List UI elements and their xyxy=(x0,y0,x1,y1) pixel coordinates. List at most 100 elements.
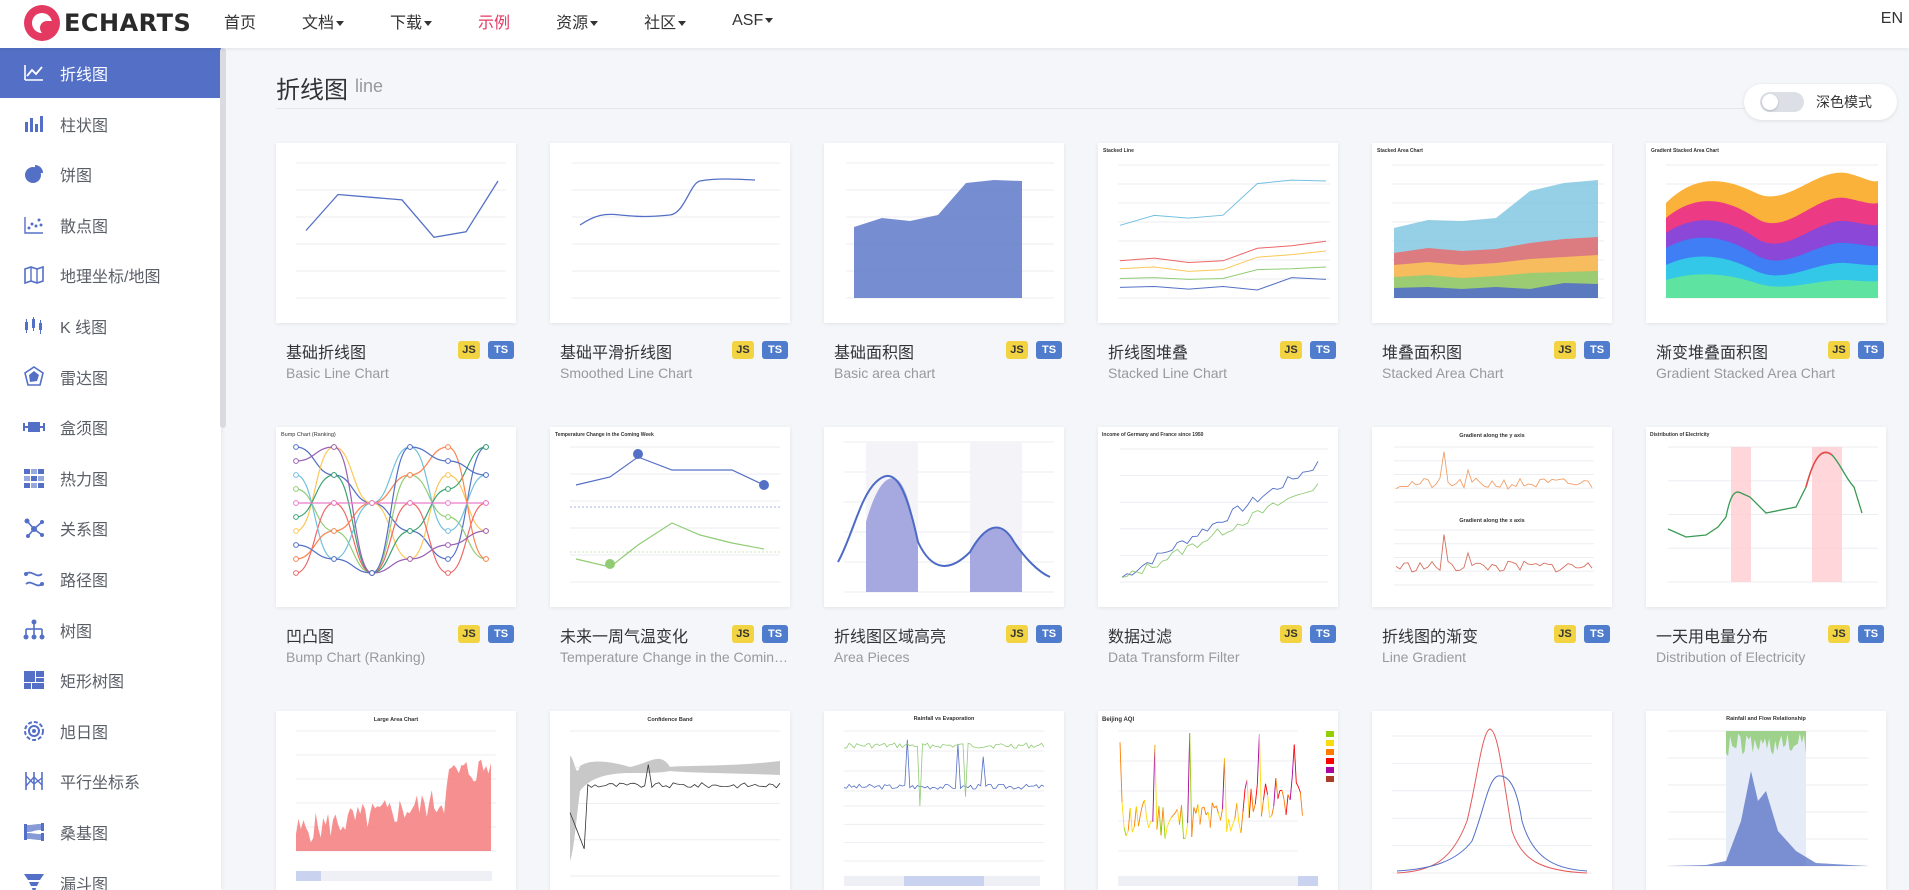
example-card-bump[interactable]: Bump Chart (Ranking) 凹凸图 JS TS Bump Chart (R… xyxy=(276,427,516,665)
card-title[interactable]: 凹凸图 xyxy=(286,629,335,646)
js-badge[interactable]: JS xyxy=(458,625,480,643)
example-thumbnail[interactable]: Gradient Stacked Area Chart xyxy=(1646,143,1886,323)
sidebar-item-candlestick[interactable]: K 线图 xyxy=(0,301,221,351)
card-title[interactable]: 堆叠面积图 xyxy=(1382,345,1463,362)
ts-badge[interactable]: TS xyxy=(1858,625,1884,643)
sidebar-item-lines[interactable]: 路径图 xyxy=(0,554,221,604)
ts-badge[interactable]: TS xyxy=(1310,341,1336,359)
nav-item-0[interactable]: 首页 xyxy=(224,9,256,33)
ts-badge[interactable]: TS xyxy=(1310,625,1336,643)
card-title[interactable]: 折线图区域高亮 xyxy=(834,629,947,646)
toggle-switch[interactable] xyxy=(1760,92,1804,112)
example-thumbnail[interactable]: Bump Chart (Ranking) xyxy=(276,427,516,607)
example-card-stacked-area[interactable]: Stacked Area Chart 堆叠面积图 JS TS Stacked Area … xyxy=(1372,143,1612,381)
card-title[interactable]: 基础平滑折线图 xyxy=(560,345,673,362)
sidebar-item-pie-chart[interactable]: 饼图 xyxy=(0,149,221,199)
example-card-basic-area[interactable]: 基础面积图 JS TS Basic area chart xyxy=(824,143,1064,381)
example-card-gradient-stacked[interactable]: Gradient Stacked Area Chart 渐变堆叠面积图 JS TS Gr… xyxy=(1646,143,1886,381)
nav-item-2[interactable]: 下载 xyxy=(390,9,433,33)
example-card-rainfall-evaporation[interactable]: Rainfall vs Evaporation xyxy=(824,711,1064,890)
card-title[interactable]: 基础折线图 xyxy=(286,345,367,362)
echarts-logo[interactable]: ECHARTS xyxy=(24,3,191,43)
example-thumbnail[interactable] xyxy=(276,143,516,323)
sidebar-scrollbar[interactable] xyxy=(220,48,226,428)
example-card-confidence-band[interactable]: Confidence Band xyxy=(550,711,790,890)
nav-item-5[interactable]: 社区 xyxy=(644,9,687,33)
sidebar-item-treemap[interactable]: 矩形树图 xyxy=(0,655,221,705)
sidebar-item-radar-chart[interactable]: 雷达图 xyxy=(0,352,221,402)
example-thumbnail[interactable]: Confidence Band xyxy=(550,711,790,890)
ts-badge[interactable]: TS xyxy=(1584,341,1610,359)
js-badge[interactable]: JS xyxy=(1554,341,1576,359)
example-thumbnail[interactable]: Temperature Change in the Coming Week xyxy=(550,427,790,607)
example-thumbnail[interactable]: Stacked Line xyxy=(1098,143,1338,323)
example-card-rainfall-flow[interactable]: Rainfall and Flow Relationship xyxy=(1646,711,1886,890)
example-thumbnail[interactable] xyxy=(824,143,1064,323)
card-title[interactable]: 数据过滤 xyxy=(1108,629,1173,646)
example-thumbnail[interactable]: Stacked Area Chart xyxy=(1372,143,1612,323)
example-card-temperature[interactable]: Temperature Change in the Coming Week 未来一… xyxy=(550,427,790,665)
example-card-beijing-aqi[interactable]: Beijing AQI xyxy=(1098,711,1338,890)
js-badge[interactable]: JS xyxy=(732,341,754,359)
ts-badge[interactable]: TS xyxy=(1036,341,1062,359)
ts-badge[interactable]: TS xyxy=(762,625,788,643)
ts-badge[interactable]: TS xyxy=(488,341,514,359)
js-badge[interactable]: JS xyxy=(1280,625,1302,643)
js-badge[interactable]: JS xyxy=(1828,625,1850,643)
sidebar-item-tree[interactable]: 树图 xyxy=(0,605,221,655)
card-title[interactable]: 折线图堆叠 xyxy=(1108,345,1189,362)
language-switch[interactable]: EN xyxy=(1880,10,1903,27)
card-title[interactable]: 一天用电量分布 xyxy=(1656,629,1769,646)
example-thumbnail[interactable]: Large Area Chart xyxy=(276,711,516,890)
example-card-precipitation[interactable] xyxy=(1372,711,1612,890)
js-badge[interactable]: JS xyxy=(1554,625,1576,643)
example-card-electricity[interactable]: Distribution of Electricity 一天用电量分布 JS TS Di… xyxy=(1646,427,1886,665)
example-thumbnail[interactable]: Income of Germany and France since 1950 xyxy=(1098,427,1338,607)
js-badge[interactable]: JS xyxy=(1006,341,1028,359)
ts-badge[interactable]: TS xyxy=(762,341,788,359)
example-thumbnail[interactable]: Rainfall and Flow Relationship xyxy=(1646,711,1886,890)
ts-badge[interactable]: TS xyxy=(488,625,514,643)
card-title[interactable]: 未来一周气温变化 xyxy=(560,629,689,646)
sidebar-item-funnel[interactable]: 漏斗图 xyxy=(0,858,221,890)
js-badge[interactable]: JS xyxy=(732,625,754,643)
sidebar-item-map[interactable]: 地理坐标/地图 xyxy=(0,250,221,300)
example-thumbnail[interactable]: Distribution of Electricity xyxy=(1646,427,1886,607)
sidebar-item-parallel[interactable]: 平行坐标系 xyxy=(0,756,221,806)
example-card-data-filter[interactable]: Income of Germany and France since 1950 数… xyxy=(1098,427,1338,665)
ts-badge[interactable]: TS xyxy=(1858,341,1884,359)
example-thumbnail[interactable]: Beijing AQI xyxy=(1098,711,1338,890)
card-title[interactable]: 折线图的渐变 xyxy=(1382,629,1479,646)
dark-mode-toggle[interactable]: 深色模式 xyxy=(1744,84,1897,120)
sidebar-item-sankey[interactable]: 桑基图 xyxy=(0,807,221,857)
example-card-smooth-line[interactable]: 基础平滑折线图 JS TS Smoothed Line Chart xyxy=(550,143,790,381)
sidebar-item-scatter-chart[interactable]: 散点图 xyxy=(0,200,221,250)
card-title[interactable]: 基础面积图 xyxy=(834,345,915,362)
ts-badge[interactable]: TS xyxy=(1584,625,1610,643)
sidebar-item-line-chart[interactable]: 折线图 xyxy=(0,48,221,98)
example-card-large-area[interactable]: Large Area Chart xyxy=(276,711,516,890)
card-title[interactable]: 渐变堆叠面积图 xyxy=(1656,345,1769,362)
example-card-stacked-line[interactable]: Stacked Line 折线图堆叠 JS TS Stacked Line Chart xyxy=(1098,143,1338,381)
ts-badge[interactable]: TS xyxy=(1036,625,1062,643)
example-thumbnail[interactable] xyxy=(550,143,790,323)
nav-item-1[interactable]: 文档 xyxy=(302,9,345,33)
sidebar-item-bar-chart[interactable]: 柱状图 xyxy=(0,99,221,149)
nav-item-6[interactable]: ASF xyxy=(732,12,774,30)
example-card-area-pieces[interactable]: 折线图区域高亮 JS TS Area Pieces xyxy=(824,427,1064,665)
example-thumbnail[interactable]: Gradient along the y axis Gradient along … xyxy=(1372,427,1612,607)
example-thumbnail[interactable]: Rainfall vs Evaporation xyxy=(824,711,1064,890)
example-thumbnail[interactable] xyxy=(1372,711,1612,890)
example-card-line-gradient[interactable]: Gradient along the y axis Gradient along … xyxy=(1372,427,1612,665)
sidebar-item-heatmap[interactable]: 热力图 xyxy=(0,453,221,503)
sidebar-item-sunburst[interactable]: 旭日图 xyxy=(0,706,221,756)
sidebar-item-graph[interactable]: 关系图 xyxy=(0,503,221,553)
nav-item-4[interactable]: 资源 xyxy=(556,9,599,33)
sidebar-item-boxplot[interactable]: 盒须图 xyxy=(0,402,221,452)
example-thumbnail[interactable] xyxy=(824,427,1064,607)
nav-item-3[interactable]: 示例 xyxy=(478,9,510,33)
js-badge[interactable]: JS xyxy=(1006,625,1028,643)
js-badge[interactable]: JS xyxy=(1828,341,1850,359)
js-badge[interactable]: JS xyxy=(458,341,480,359)
js-badge[interactable]: JS xyxy=(1280,341,1302,359)
